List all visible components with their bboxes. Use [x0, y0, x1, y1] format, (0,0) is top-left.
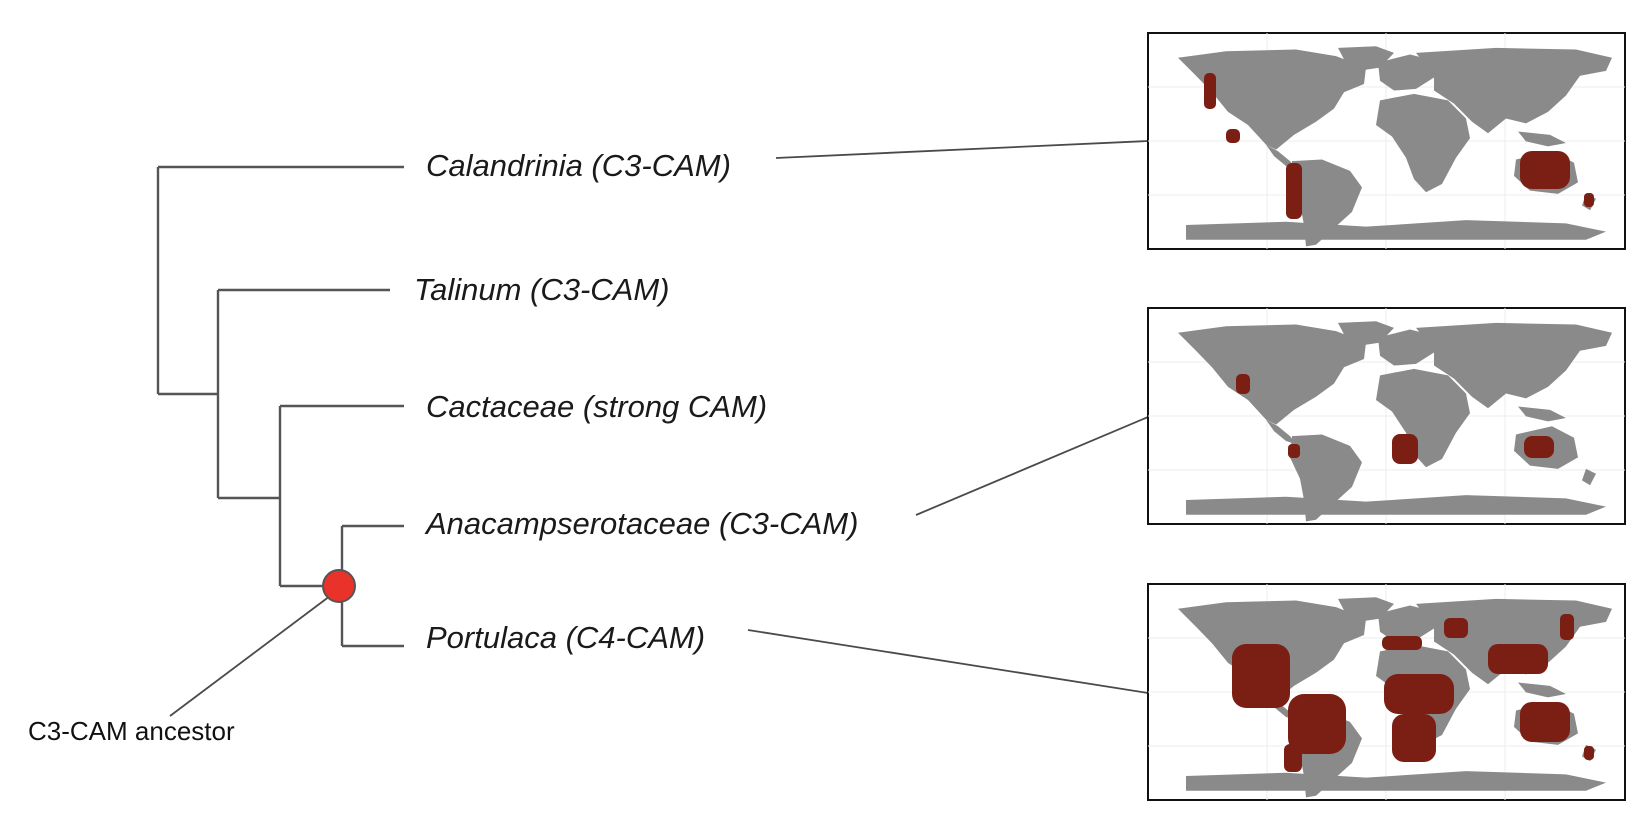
- taxon-label-portulaca: Portulaca (C4-CAM): [426, 620, 705, 655]
- distribution-map-calandrinia: [1147, 32, 1626, 250]
- ancestor-node-marker: [322, 569, 356, 603]
- root-branch: [156, 165, 404, 396]
- distribution-map-anacampserotaceae: [1147, 307, 1626, 525]
- distribution-map-portulaca: [1147, 583, 1626, 801]
- ancestor-leader-line: [169, 595, 331, 717]
- leader-calandrinia-map: [775, 140, 1149, 159]
- occurrence-points: [1236, 374, 1554, 464]
- taxon-label-anacampserotaceae: Anacampserotaceae (C3-CAM): [424, 506, 858, 541]
- occurrence-points: [1232, 614, 1594, 772]
- taxon-label-cactaceae: Cactaceae (strong CAM): [426, 389, 767, 424]
- leader-portulaca-map: [747, 629, 1149, 694]
- occurrence-points: [1204, 73, 1594, 219]
- phylogenetic-tree: [156, 165, 404, 648]
- ancestor-label: C3-CAM ancestor: [28, 716, 235, 746]
- taxon-label-calandrinia: Calandrinia (C3-CAM): [426, 148, 731, 183]
- taxon-label-talinum: Talinum (C3-CAM): [414, 272, 670, 307]
- leader-anacampserotaceae-map: [915, 416, 1149, 516]
- clade-2-branch: [216, 288, 390, 500]
